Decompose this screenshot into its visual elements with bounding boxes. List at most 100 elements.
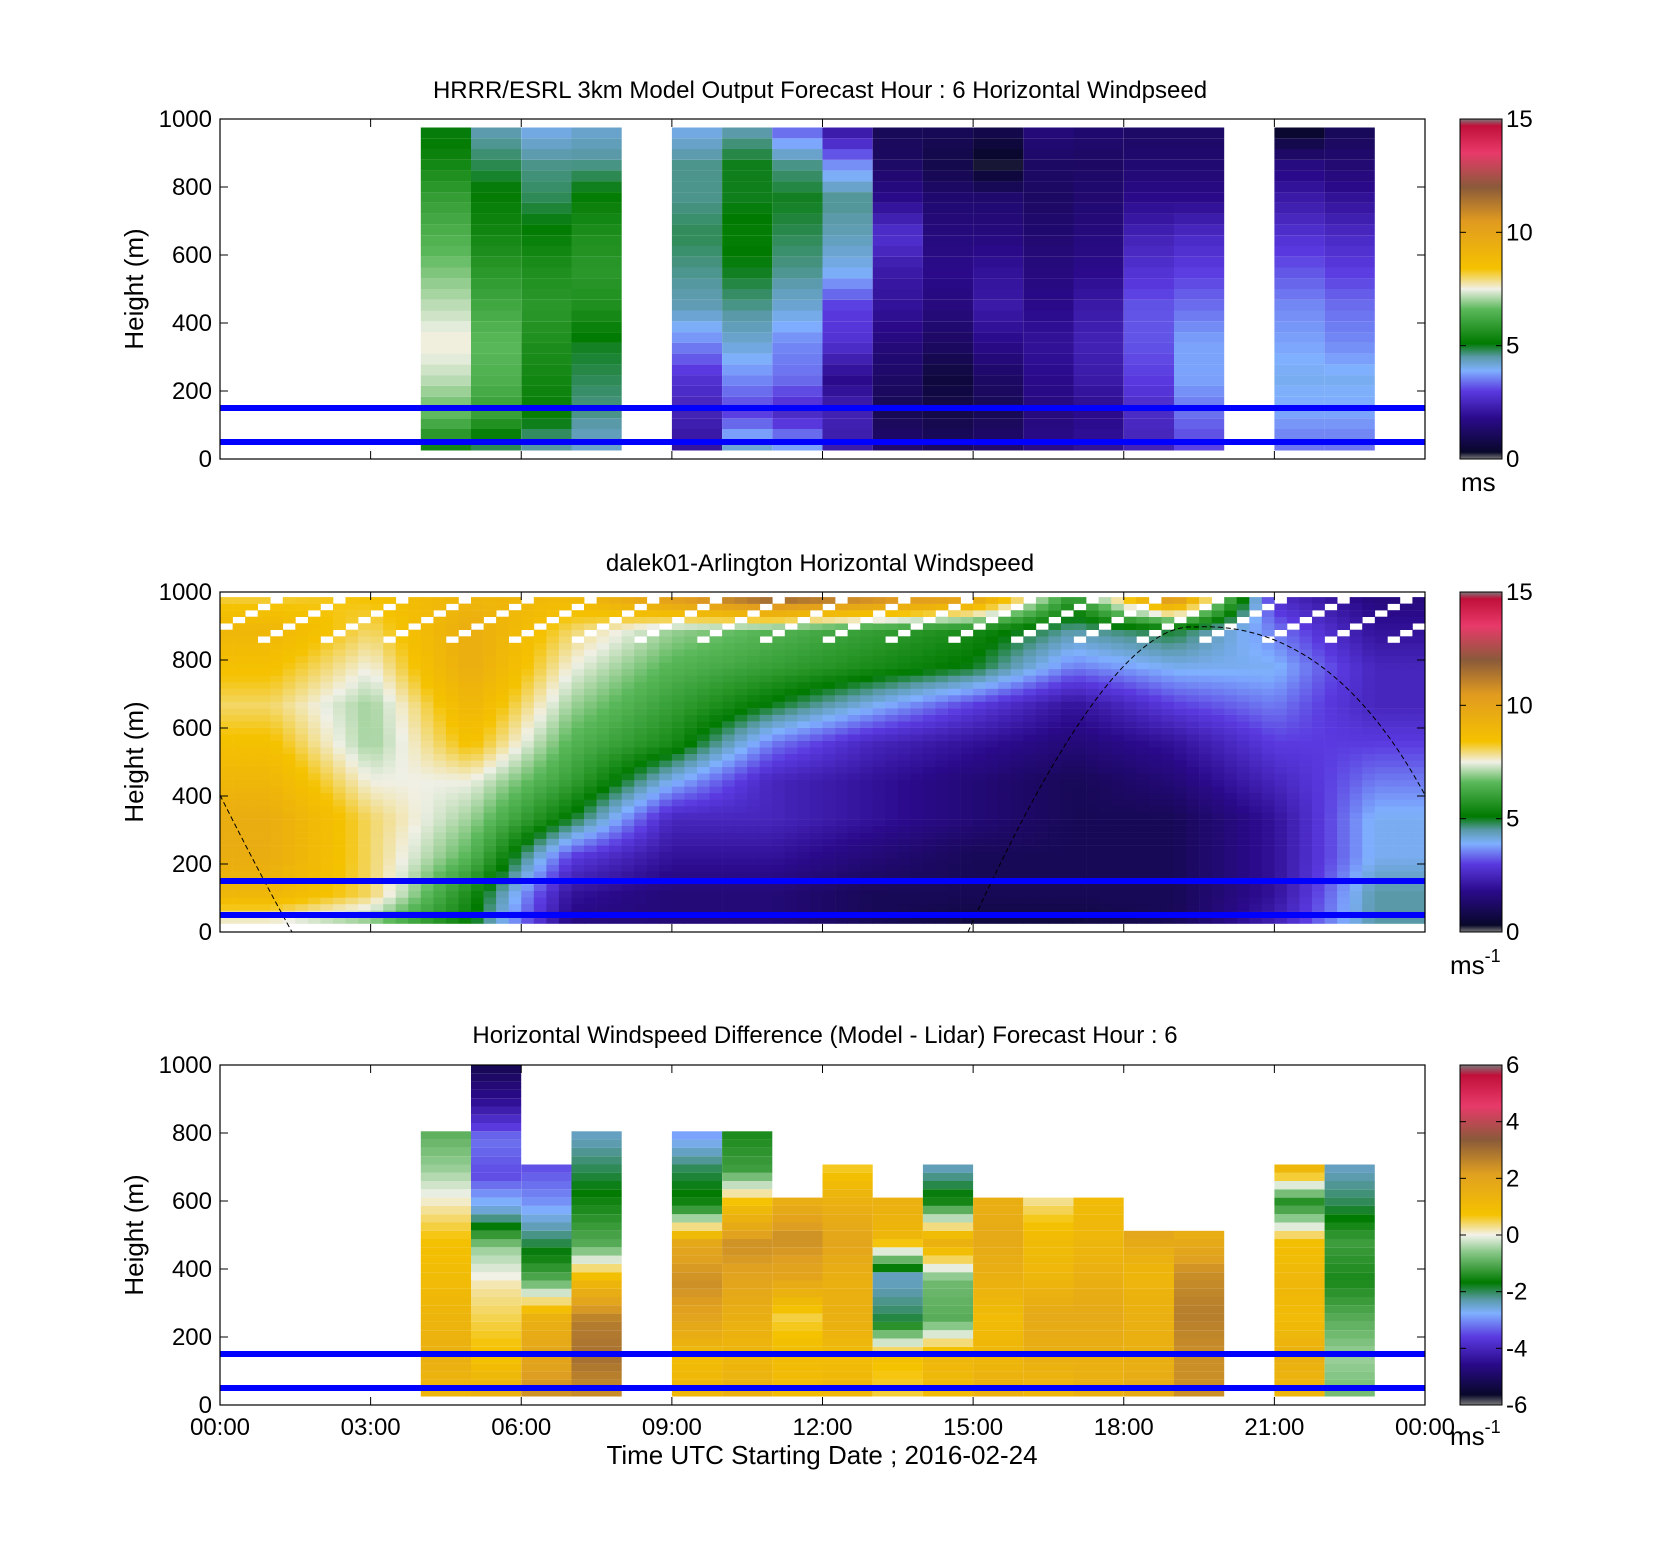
data-cell <box>985 649 999 657</box>
data-cell <box>533 760 547 768</box>
data-cell <box>1048 623 1062 630</box>
data-cell <box>860 708 874 715</box>
data-cell <box>282 708 296 715</box>
data-cell <box>709 675 723 683</box>
data-cell <box>1199 688 1212 696</box>
data-cell <box>1010 760 1024 768</box>
data-cell <box>1035 649 1049 657</box>
data-cell <box>433 845 447 852</box>
data-cell <box>333 766 346 774</box>
data-cell <box>220 708 233 715</box>
data-cell <box>420 688 434 696</box>
data-cell <box>1098 851 1112 859</box>
data-cell <box>307 812 321 820</box>
data-cell <box>1148 740 1162 748</box>
data-cell <box>1211 884 1225 892</box>
data-cell <box>1211 871 1225 879</box>
data-cell <box>420 890 434 898</box>
data-cell <box>232 766 246 774</box>
data-cell <box>1274 636 1288 644</box>
data-cell <box>897 642 911 650</box>
data-cell <box>709 890 723 898</box>
data-cell <box>922 149 974 160</box>
data-cell <box>558 792 572 800</box>
data-cell <box>835 610 848 617</box>
data-cell <box>759 786 773 794</box>
data-cell <box>1073 429 1124 440</box>
data-cell <box>973 747 986 754</box>
data-cell <box>684 825 698 833</box>
data-cell <box>985 734 999 741</box>
data-cell <box>245 871 258 879</box>
data-cell <box>910 701 924 709</box>
data-cell <box>546 884 560 892</box>
data-cell <box>1186 845 1200 852</box>
data-cell <box>445 884 459 892</box>
data-cell <box>1274 832 1288 839</box>
data-cell <box>872 642 886 650</box>
data-cell <box>734 623 748 630</box>
data-cell <box>646 603 660 611</box>
data-cell <box>558 734 572 741</box>
ytick-label: 0 <box>199 446 212 473</box>
data-cell <box>220 832 233 839</box>
data-cell <box>671 289 723 300</box>
data-cell <box>822 890 836 898</box>
data-cell <box>521 903 535 911</box>
data-cell <box>333 708 346 715</box>
data-cell <box>809 662 823 670</box>
data-cell <box>521 342 572 354</box>
data-cell <box>985 884 999 892</box>
data-cell <box>358 786 371 794</box>
data-cell <box>496 688 509 696</box>
data-cell <box>408 871 422 879</box>
data-cell <box>634 642 648 650</box>
data-cell <box>973 845 986 852</box>
data-cell <box>1098 825 1112 833</box>
data-cell <box>270 825 284 833</box>
data-cell <box>973 714 986 722</box>
data-cell <box>922 851 936 859</box>
data-cell <box>1023 649 1037 657</box>
data-cell <box>571 773 585 781</box>
data-cell <box>772 825 786 833</box>
data-cell <box>1086 858 1099 865</box>
data-cell <box>784 616 798 624</box>
data-cell <box>232 747 246 754</box>
data-cell <box>935 773 949 781</box>
data-cell <box>960 825 974 833</box>
data-cell <box>420 695 434 702</box>
data-cell <box>408 819 422 826</box>
data-cell <box>1299 727 1313 735</box>
data-cell <box>1261 864 1275 872</box>
data-cell <box>822 623 836 630</box>
data-cell <box>320 727 334 735</box>
data-cell <box>571 127 622 139</box>
data-cell <box>370 688 384 696</box>
data-cell <box>333 701 346 709</box>
data-cell <box>809 636 823 644</box>
data-cell <box>697 779 710 787</box>
data-cell <box>1186 747 1200 754</box>
data-cell <box>383 779 397 787</box>
data-cell <box>872 278 923 289</box>
data-cell <box>571 779 585 787</box>
data-cell <box>897 603 911 611</box>
data-cell <box>1186 655 1200 663</box>
data-cell <box>496 773 509 781</box>
data-cell <box>433 917 447 924</box>
data-cell <box>521 766 535 774</box>
data-cell <box>734 760 748 768</box>
data-cell <box>1274 170 1325 182</box>
data-cell <box>1086 662 1099 670</box>
data-cell <box>383 871 397 879</box>
data-cell <box>1274 773 1288 781</box>
data-cell <box>458 799 472 807</box>
data-cell <box>910 747 924 754</box>
data-cell <box>659 890 673 898</box>
data-cell <box>646 668 660 676</box>
data-cell <box>709 714 723 722</box>
data-cell <box>1224 721 1238 728</box>
data-cell <box>596 760 610 768</box>
data-cell <box>960 721 974 728</box>
